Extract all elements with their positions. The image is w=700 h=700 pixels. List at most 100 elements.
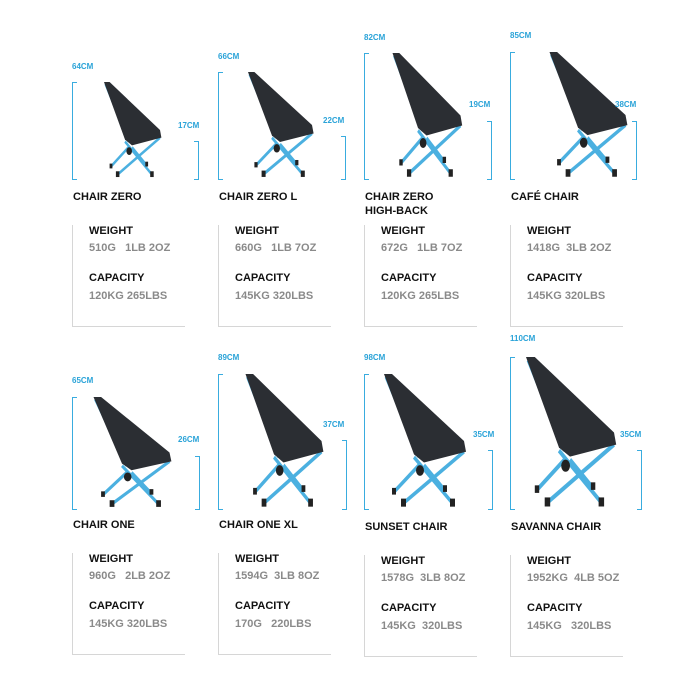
spec-box: WEIGHT 960G 2LB 2OZ CAPACITY 145KG 320LB…	[72, 553, 185, 655]
weight-heading: WEIGHT	[381, 555, 425, 567]
seat-height-label: 35CM	[620, 430, 642, 439]
seat-height-label: 26CM	[178, 435, 200, 444]
capacity-value: 145KG 320LBS	[235, 290, 314, 302]
weight-value: 672G 1LB 7OZ	[381, 242, 463, 254]
height-label: 66CM	[218, 52, 240, 61]
height-label: 82CM	[364, 33, 386, 42]
capacity-value: 170G 220LBS	[235, 618, 312, 630]
capacity-heading: CAPACITY	[89, 272, 145, 284]
height-bracket	[510, 52, 515, 180]
weight-heading: WEIGHT	[235, 225, 279, 237]
weight-value: 1594G 3LB 8OZ	[235, 570, 320, 582]
chair-image	[84, 397, 179, 508]
seat-height-label: 38CM	[615, 100, 637, 109]
capacity-heading: CAPACITY	[381, 602, 437, 614]
weight-value: 960G 2LB 2OZ	[89, 570, 171, 582]
seat-height-bracket	[195, 456, 200, 510]
chair-image	[240, 72, 320, 178]
capacity-value: 145KG 320LBS	[527, 620, 612, 632]
chair-seat	[549, 52, 628, 136]
chair-image	[515, 357, 625, 508]
spec-box: WEIGHT 1578G 3LB 8OZ CAPACITY 145KG 320L…	[364, 555, 477, 657]
chair-seat	[104, 82, 162, 146]
capacity-heading: CAPACITY	[527, 272, 583, 284]
seat-height-label: 35CM	[473, 430, 495, 439]
seat-height-bracket	[637, 450, 642, 510]
seat-height-bracket	[487, 121, 492, 180]
chair-seat	[93, 397, 172, 471]
chair-card: 82CM 19CM CHAIR ZERO HIGH-BACK WEIGHT 67…	[364, 0, 504, 330]
chair-name: CHAIR ONE	[73, 519, 135, 531]
spec-box: WEIGHT 672G 1LB 7OZ CAPACITY 120KG 265LB…	[364, 225, 477, 327]
height-label: 110CM	[510, 334, 536, 343]
weight-value: 1418G 3LB 2OZ	[527, 242, 612, 254]
seat-height-label: 37CM	[323, 420, 345, 429]
capacity-value: 120KG 265LBS	[381, 290, 460, 302]
weight-heading: WEIGHT	[89, 553, 133, 565]
chair-name: CHAIR ONE XL	[219, 519, 298, 531]
weight-heading: WEIGHT	[381, 225, 425, 237]
chair-card: 89CM 37CM CHAIR ONE XL WEIGHT 1594G 3LB …	[218, 0, 358, 655]
spec-box: WEIGHT 1952KG 4LB 5OZ CAPACITY 145KG 320…	[510, 555, 623, 657]
chair-image	[236, 374, 331, 508]
seat-height-label: 19CM	[469, 100, 491, 109]
seat-height-label: 17CM	[178, 121, 200, 130]
height-label: 98CM	[364, 353, 386, 362]
height-bracket	[364, 53, 369, 180]
capacity-value: 145KG 320LBS	[381, 620, 463, 632]
chair-card: 110CM 35CM SAVANNA CHAIR WEIGHT 1952KG 4…	[510, 0, 650, 657]
chair-seat	[248, 72, 314, 142]
chair-card: 85CM 38CM CAFÉ CHAIR WEIGHT 1418G 3LB 2O…	[510, 0, 650, 330]
weight-value: 1578G 3LB 8OZ	[381, 572, 466, 584]
spec-box: WEIGHT 1594G 3LB 8OZ CAPACITY 170G 220LB…	[218, 553, 331, 655]
seat-height-bracket	[632, 121, 637, 180]
height-bracket	[510, 357, 515, 510]
spec-box: WEIGHT 510G 1LB 2OZ CAPACITY 120KG 265LB…	[72, 225, 185, 327]
spec-box: WEIGHT 1418G 3LB 2OZ CAPACITY 145KG 320L…	[510, 225, 623, 327]
capacity-heading: CAPACITY	[235, 600, 291, 612]
height-label: 64CM	[72, 62, 94, 71]
seat-height-bracket	[341, 136, 346, 180]
chair-card: 65CM 26CM CHAIR ONE WEIGHT 960G 2LB 2OZ …	[72, 0, 212, 655]
weight-heading: WEIGHT	[89, 225, 133, 237]
spec-box: WEIGHT 660G 1LB 7OZ CAPACITY 145KG 320LB…	[218, 225, 331, 327]
chair-card: 64CM 17CM CHAIR ZERO WEIGHT 510G 1LB 2OZ…	[72, 0, 212, 330]
capacity-value: 145KG 320LBS	[89, 618, 168, 630]
weight-heading: WEIGHT	[527, 225, 571, 237]
chair-image	[374, 374, 474, 508]
seat-height-bracket	[488, 450, 493, 510]
height-bracket	[72, 82, 77, 180]
height-label: 65CM	[72, 376, 94, 385]
capacity-heading: CAPACITY	[527, 602, 583, 614]
chair-name: SAVANNA CHAIR	[511, 521, 602, 533]
weight-value: 510G 1LB 2OZ	[89, 242, 171, 254]
weight-value: 1952KG 4LB 5OZ	[527, 572, 620, 584]
seat-height-bracket	[194, 141, 199, 180]
chair-name: SUNSET CHAIR	[365, 521, 448, 533]
height-bracket	[72, 397, 77, 510]
chair-image	[97, 82, 167, 178]
capacity-value: 120KG 265LBS	[89, 290, 168, 302]
height-label: 89CM	[218, 353, 240, 362]
chair-card: 66CM 22CM CHAIR ZERO L WEIGHT 660G 1LB 7…	[218, 0, 358, 330]
capacity-heading: CAPACITY	[89, 600, 145, 612]
seat-height-label: 22CM	[323, 116, 345, 125]
chair-image	[540, 52, 635, 178]
weight-heading: WEIGHT	[527, 555, 571, 567]
height-label: 85CM	[510, 31, 532, 40]
chair-seat	[526, 357, 617, 457]
height-bracket	[218, 374, 223, 510]
weight-heading: WEIGHT	[235, 553, 279, 565]
chair-name: CAFÉ CHAIR	[511, 191, 579, 203]
chair-name: CHAIR ZERO HIGH-BACK	[365, 191, 434, 217]
capacity-value: 145KG 320LBS	[527, 290, 606, 302]
chair-image	[384, 53, 469, 178]
chair-seat	[245, 374, 324, 463]
chair-name: CHAIR ZERO	[73, 191, 142, 203]
chair-seat	[392, 53, 463, 136]
capacity-heading: CAPACITY	[381, 272, 437, 284]
capacity-heading: CAPACITY	[235, 272, 291, 284]
seat-height-bracket	[342, 440, 347, 510]
chair-seat	[384, 374, 466, 463]
